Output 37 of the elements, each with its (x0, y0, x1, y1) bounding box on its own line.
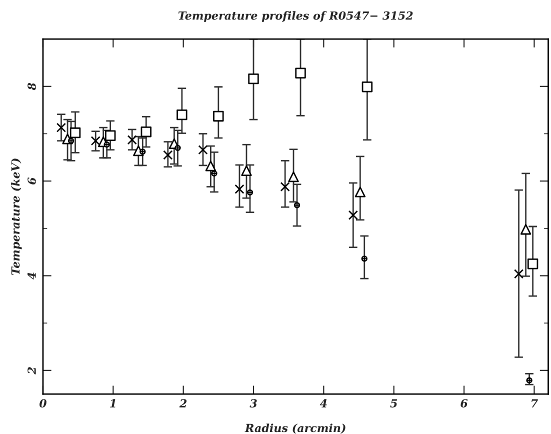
point (163, 150, 173, 160)
point (354, 186, 366, 198)
point (198, 145, 208, 155)
x-tick-label: 6 (460, 399, 468, 408)
y-tick-label: 2 (28, 367, 36, 374)
y-tick-label: 8 (28, 82, 36, 90)
point (213, 110, 224, 122)
point (127, 135, 137, 145)
point (520, 224, 532, 235)
x-tick-label: 1 (110, 399, 116, 408)
point (234, 184, 244, 194)
point (176, 109, 188, 120)
x-tick-label: 3 (250, 399, 257, 408)
y-tick-label: 6 (28, 177, 36, 184)
y-tick-label: 4 (28, 272, 36, 280)
point (90, 136, 100, 146)
point (140, 126, 152, 138)
x-tick-label: 2 (179, 399, 187, 408)
x-tick-label: 7 (532, 399, 538, 408)
point (280, 182, 290, 192)
x-tick-label: 5 (390, 399, 398, 408)
point (288, 171, 299, 182)
point (295, 68, 306, 78)
point (241, 165, 252, 176)
chart-title: Temperature profiles of R0547− 3152 (178, 11, 413, 22)
point (248, 73, 259, 84)
x-axis-title: Radius (arcmin) (244, 424, 346, 434)
y-axis-title: Temperature (keV) (11, 158, 22, 275)
point (527, 258, 538, 270)
x-tick-label: 0 (39, 399, 46, 408)
point (348, 210, 358, 220)
x-tick-label: 4 (320, 399, 327, 408)
point (205, 160, 216, 172)
point (70, 127, 81, 138)
point (56, 122, 66, 132)
point (362, 82, 373, 92)
point (514, 269, 524, 279)
